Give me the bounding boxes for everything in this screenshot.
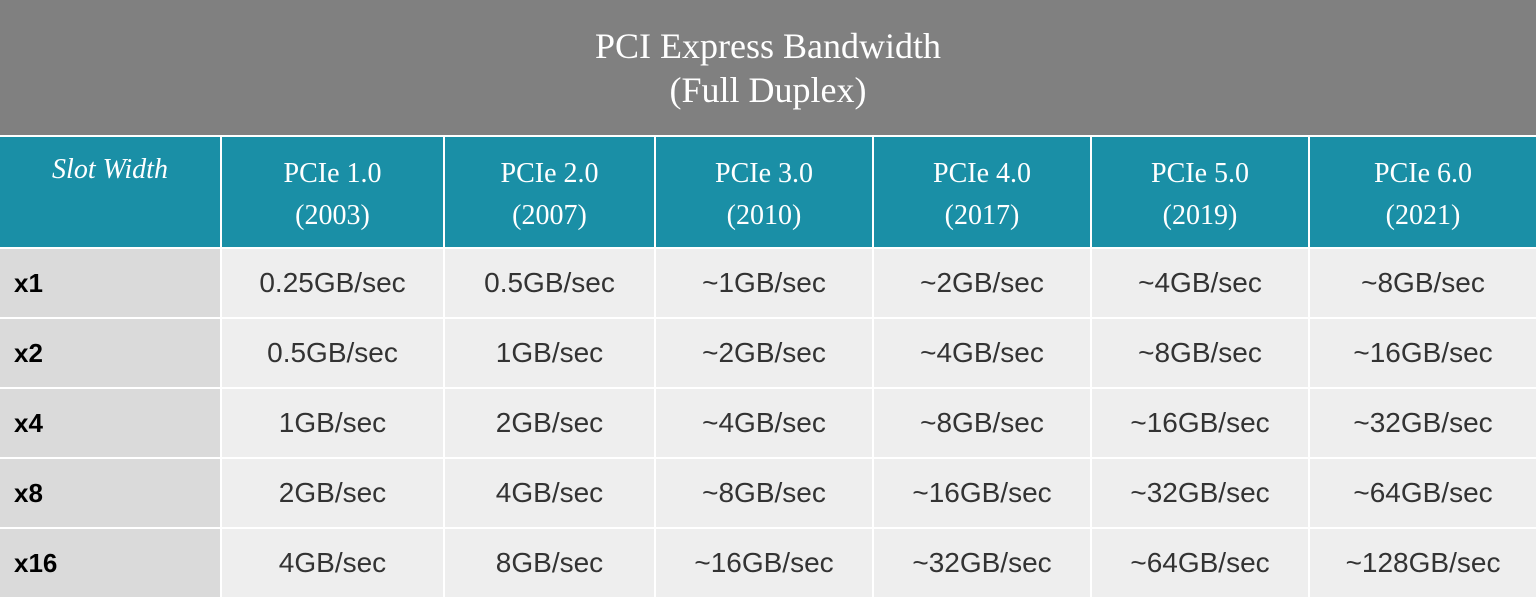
bandwidth-cell: ~8GB/sec [874, 389, 1090, 457]
bandwidth-cell: ~4GB/sec [656, 389, 872, 457]
bandwidth-cell: ~4GB/sec [1092, 249, 1308, 317]
column-header: PCIe 4.0 (2017) [874, 137, 1090, 247]
column-header: PCIe 3.0 (2010) [656, 137, 872, 247]
bandwidth-cell: ~16GB/sec [656, 529, 872, 597]
bandwidth-cell: 0.25GB/sec [222, 249, 443, 317]
subtitle: (Full Duplex) [669, 69, 867, 110]
bandwidth-cell: 2GB/sec [222, 459, 443, 527]
bandwidth-cell: ~32GB/sec [874, 529, 1090, 597]
bandwidth-cell: 1GB/sec [445, 319, 654, 387]
bandwidth-cell: ~2GB/sec [874, 249, 1090, 317]
row-label: x1 [0, 249, 220, 317]
row-label: x8 [0, 459, 220, 527]
bandwidth-cell: ~4GB/sec [874, 319, 1090, 387]
row-label: x16 [0, 529, 220, 597]
column-name: PCIe 6.0 [1374, 158, 1472, 189]
title: PCI Express Bandwidth [595, 25, 941, 66]
bandwidth-cell: ~8GB/sec [656, 459, 872, 527]
column-name: PCIe 1.0 [283, 158, 382, 189]
column-name: PCIe 5.0 [1151, 158, 1249, 189]
bandwidth-cell: 1GB/sec [222, 389, 443, 457]
column-year: (2007) [512, 200, 587, 231]
column-header: PCIe 6.0 (2021) [1310, 137, 1536, 247]
column-header: PCIe 1.0 (2003) [222, 137, 443, 247]
row-label: x4 [0, 389, 220, 457]
column-header: PCIe 2.0 (2007) [445, 137, 654, 247]
title-bar: PCI Express Bandwidth (Full Duplex) [0, 0, 1536, 135]
bandwidth-cell: ~32GB/sec [1092, 459, 1308, 527]
column-header: PCIe 5.0 (2019) [1092, 137, 1308, 247]
column-name: PCIe 3.0 [715, 158, 813, 189]
bandwidth-cell: ~16GB/sec [874, 459, 1090, 527]
row-label: x2 [0, 319, 220, 387]
bandwidth-cell: 2GB/sec [445, 389, 654, 457]
column-year: (2021) [1385, 200, 1461, 231]
bandwidth-cell: ~8GB/sec [1310, 249, 1536, 317]
bandwidth-cell: ~1GB/sec [656, 249, 872, 317]
bandwidth-cell: ~8GB/sec [1092, 319, 1308, 387]
bandwidth-cell: ~16GB/sec [1310, 319, 1536, 387]
column-name: PCIe 4.0 [933, 158, 1031, 189]
bandwidth-cell: 0.5GB/sec [445, 249, 654, 317]
bandwidth-cell: 0.5GB/sec [222, 319, 443, 387]
column-year: (2003) [295, 200, 370, 231]
bandwidth-cell: 4GB/sec [445, 459, 654, 527]
bandwidth-table: Slot Width PCIe 1.0 (2003) PCIe 2.0 (2007) PC… [0, 137, 1536, 597]
bandwidth-cell: ~16GB/sec [1092, 389, 1308, 457]
column-year: (2010) [726, 200, 802, 231]
bandwidth-cell: ~64GB/sec [1310, 459, 1536, 527]
bandwidth-cell: ~128GB/sec [1310, 529, 1536, 597]
column-year: (2017) [944, 200, 1020, 231]
bandwidth-cell: 8GB/sec [445, 529, 654, 597]
column-name: PCIe 2.0 [500, 158, 599, 189]
bandwidth-cell: ~2GB/sec [656, 319, 872, 387]
corner-header: Slot Width [0, 137, 220, 247]
column-year: (2019) [1162, 200, 1238, 231]
bandwidth-cell: ~64GB/sec [1092, 529, 1308, 597]
bandwidth-cell: ~32GB/sec [1310, 389, 1536, 457]
bandwidth-cell: 4GB/sec [222, 529, 443, 597]
